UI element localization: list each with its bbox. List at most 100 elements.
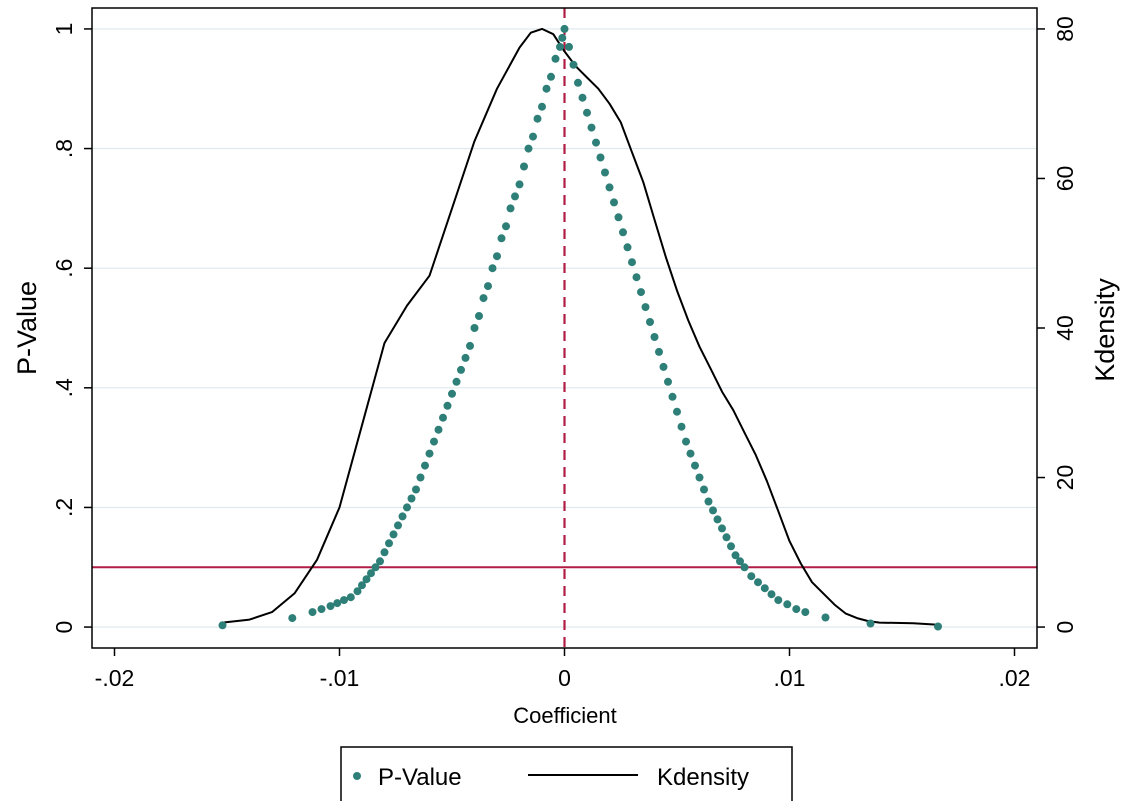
x-tick-label-2: 0 (558, 665, 571, 691)
x-tick-label-0: -.02 (95, 665, 135, 691)
p-value-point-91 (722, 533, 731, 542)
p-value-point-97 (754, 578, 762, 587)
p-value-point-52 (551, 54, 560, 63)
kdensity-series (222, 27, 939, 626)
p-value-point-7 (346, 593, 355, 602)
p-value-point-3 (317, 605, 326, 614)
p-value-point-92 (727, 542, 735, 551)
p-value-point-48 (533, 114, 542, 123)
p-value-point-71 (632, 273, 641, 282)
p-value-point-70 (628, 258, 636, 267)
y2-tick-label-1: 20 (1052, 465, 1078, 491)
p-value-point-76 (655, 347, 663, 356)
p-value-point-89 (713, 515, 722, 524)
p-value-point-16 (389, 530, 398, 539)
p-value-point-31 (457, 365, 465, 374)
p-value-point-57 (569, 60, 578, 69)
p-value-point-6 (340, 596, 348, 605)
legend-label-kdensity: Kdensity (657, 764, 749, 791)
p-value-point-100 (774, 596, 783, 605)
p-value-point-84 (691, 461, 699, 470)
p-value-point-47 (529, 132, 537, 141)
p-value-point-35 (475, 312, 483, 320)
p-value-point-102 (792, 605, 801, 614)
y2-tick-label-0: 0 (1052, 621, 1078, 634)
p-value-point-69 (623, 243, 632, 252)
p-value-point-10 (362, 575, 371, 584)
p-value-point-2 (308, 608, 317, 617)
p-value-point-18 (398, 512, 407, 521)
p-value-point-75 (650, 333, 659, 341)
p-value-point-8 (353, 587, 362, 596)
p-value-point-95 (740, 563, 749, 572)
p-value-point-105 (866, 619, 875, 628)
y2-axis-title: Kdensity (1090, 278, 1120, 382)
p-value-point-44 (515, 180, 524, 189)
p-value-point-79 (668, 392, 677, 401)
p-value-point-103 (801, 608, 810, 617)
p-value-point-49 (538, 102, 546, 111)
y-tick-label-4: .8 (51, 139, 77, 158)
p-value-point-64 (601, 168, 609, 177)
p-value-point-4 (326, 602, 335, 611)
p-value-point-28 (443, 401, 452, 410)
p-value-point-0 (218, 621, 227, 630)
p-value-point-86 (700, 485, 708, 494)
p-value-point-27 (439, 413, 447, 422)
p-value-point-20 (407, 494, 416, 503)
p-value-point-58 (574, 78, 582, 87)
p-value-point-60 (583, 108, 591, 117)
y-tick-label-0: 0 (51, 621, 77, 634)
p-value-point-78 (664, 377, 672, 386)
p-value-point-61 (587, 123, 596, 132)
p-value-point-33 (466, 341, 474, 350)
p-value-point-36 (479, 294, 488, 303)
kdensity-line (222, 27, 939, 626)
x-axis-title: Coefficient (513, 703, 617, 728)
y-axis-right: 0 20 40 60 80 (1037, 16, 1078, 633)
p-value-point-1 (288, 614, 297, 623)
p-value-point-5 (333, 599, 342, 608)
y-tick-label-3: .6 (51, 259, 77, 278)
p-value-point-19 (403, 503, 411, 512)
p-value-point-72 (637, 288, 645, 297)
legend-label-p-value: P-Value (378, 764, 462, 791)
p-value-point-54 (558, 33, 567, 42)
p-value-point-59 (578, 93, 587, 102)
p-value-point-99 (767, 590, 776, 599)
p-value-point-82 (682, 437, 690, 446)
y-tick-label-2: .4 (51, 378, 77, 397)
p-value-point-50 (542, 84, 551, 93)
y-tick-label-5: 1 (51, 23, 77, 36)
reference-lines (92, 8, 1037, 648)
p-value-point-39 (493, 252, 501, 261)
p-value-point-62 (592, 138, 600, 147)
p-value-point-25 (430, 437, 438, 446)
p-value-point-12 (371, 563, 380, 572)
p-value-point-23 (421, 461, 429, 470)
p-value-point-11 (367, 569, 375, 578)
p-value-point-80 (673, 407, 681, 416)
y-tick-label-1: .2 (51, 498, 77, 517)
p-value-point-85 (695, 473, 704, 482)
p-value-point-88 (709, 506, 717, 515)
p-value-point-37 (484, 282, 492, 291)
p-value-point-43 (511, 192, 519, 201)
y2-tick-label-3: 60 (1052, 166, 1078, 192)
p-value-point-65 (605, 183, 614, 192)
p-value-point-81 (677, 422, 686, 431)
y-axis-title: P-Value (12, 281, 42, 375)
p-value-point-94 (736, 557, 744, 566)
p-value-point-83 (686, 449, 695, 458)
p-value-point-96 (747, 572, 756, 581)
x-tick-label-1: -.01 (320, 665, 360, 691)
p-value-point-51 (547, 72, 555, 81)
p-value-point-34 (470, 324, 479, 332)
p-value-point-77 (659, 362, 668, 371)
p-value-point-26 (434, 425, 443, 434)
p-value-point-87 (704, 497, 713, 506)
p-value-point-30 (452, 377, 461, 386)
p-value-point-38 (488, 264, 497, 273)
p-value-point-15 (385, 539, 393, 548)
